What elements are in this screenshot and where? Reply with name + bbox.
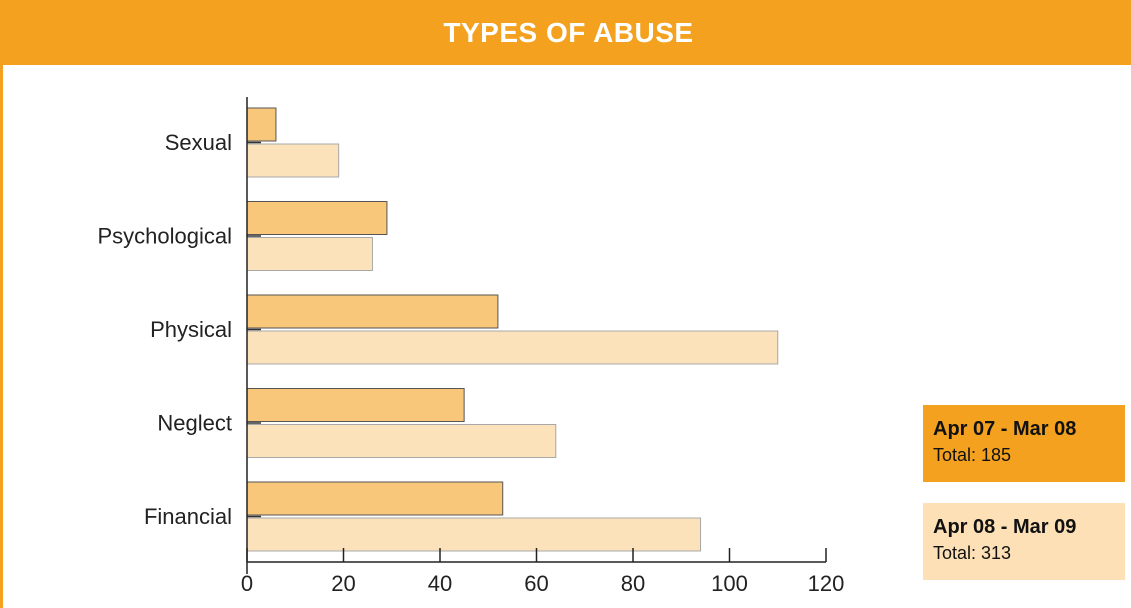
bar: [246, 330, 779, 365]
category-label: Psychological: [97, 224, 232, 249]
category-label: Neglect: [157, 411, 232, 436]
category-label: Sexual: [165, 130, 232, 155]
bar: [246, 424, 557, 458]
bar: [246, 143, 340, 178]
bar: [246, 201, 388, 235]
legend-total: Total: 185: [933, 445, 1012, 465]
x-tick-label: 0: [241, 571, 253, 596]
bar: [246, 481, 504, 516]
chart-title: TYPES OF ABUSE: [3, 0, 1131, 65]
bar: [246, 107, 277, 142]
category-label: Physical: [150, 317, 232, 342]
x-tick-label: 100: [711, 571, 748, 596]
x-tick-label: 120: [808, 571, 845, 596]
x-tick-label: 80: [621, 571, 645, 596]
bar: [246, 517, 702, 552]
x-tick-label: 20: [331, 571, 355, 596]
legend-label: Apr 08 - Mar 09: [933, 516, 1077, 538]
legend-label: Apr 07 - Mar 08: [933, 418, 1077, 440]
x-tick-label: 60: [524, 571, 548, 596]
bar-chart: Sexual Psychological Physical Neglect Financ…: [97, 97, 845, 596]
x-tick-label: 40: [428, 571, 452, 596]
bar: [246, 294, 499, 329]
legend-item-2007-2008: Apr 07 - Mar 08 Total: 185: [923, 405, 1125, 482]
bar: [246, 237, 373, 271]
legend-item-2008-2009: Apr 08 - Mar 09 Total: 313: [923, 503, 1125, 580]
bar: [246, 388, 465, 422]
category-label: Financial: [144, 504, 232, 529]
legend-total: Total: 313: [933, 543, 1012, 563]
